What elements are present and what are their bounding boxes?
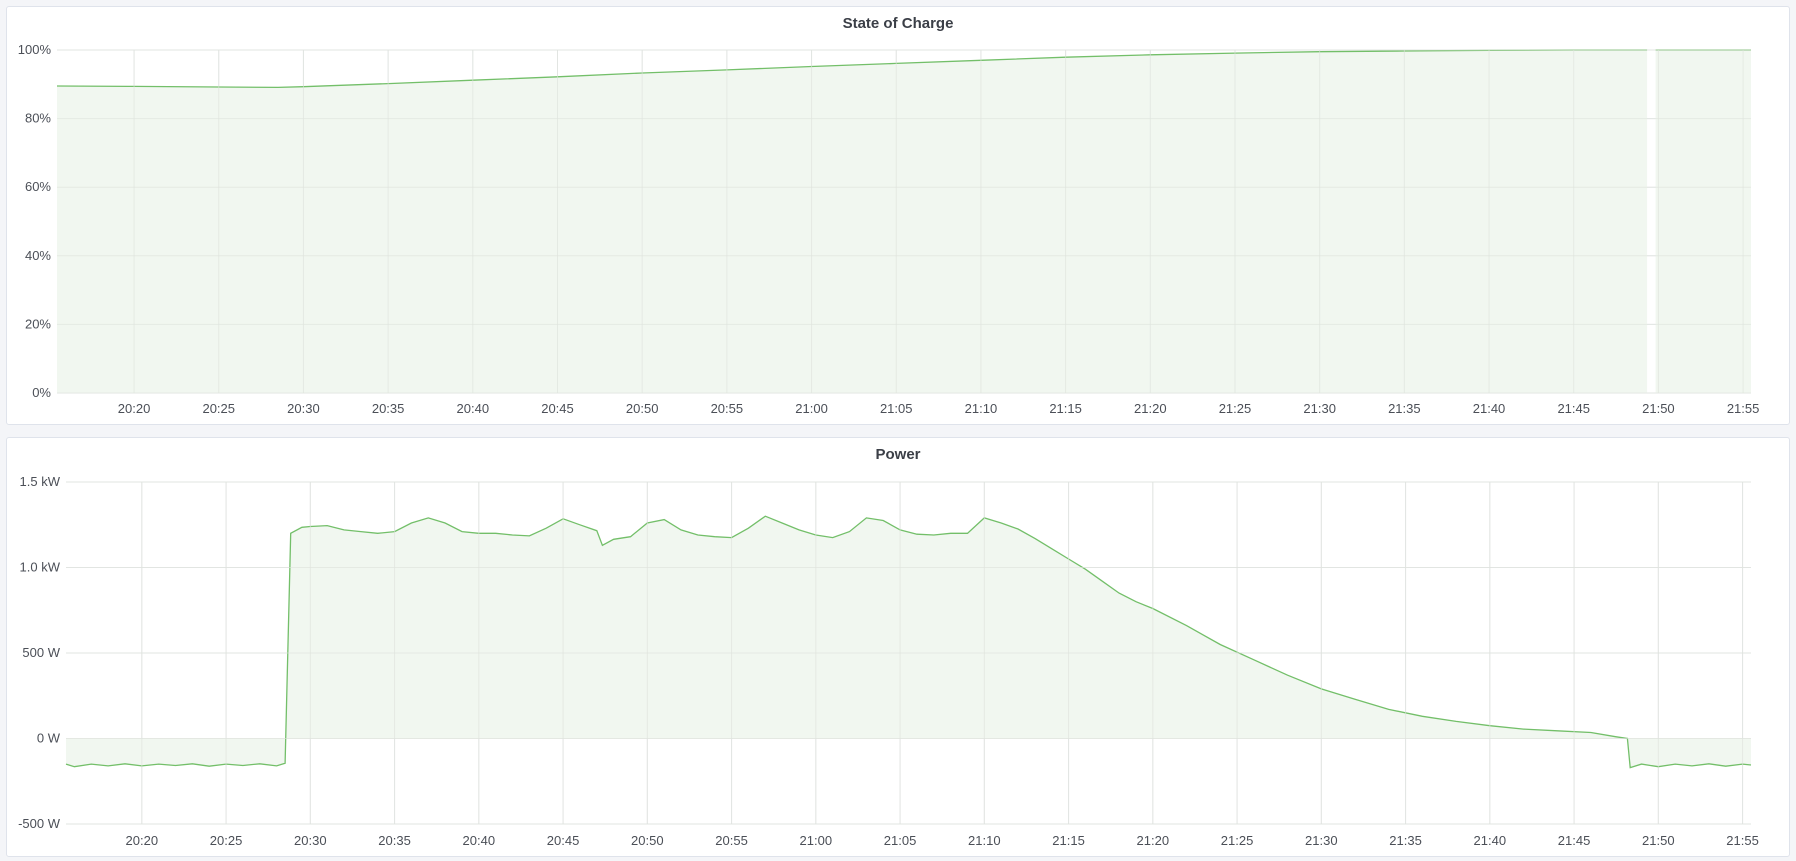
power-panel: Power (6, 437, 1790, 857)
power-title: Power (875, 446, 921, 463)
soc-title: State of Charge (842, 15, 954, 32)
soc-panel: State of Charge (6, 6, 1790, 425)
